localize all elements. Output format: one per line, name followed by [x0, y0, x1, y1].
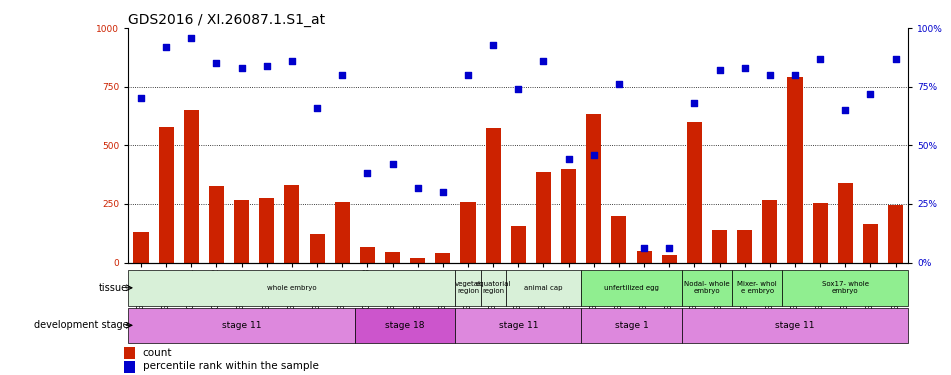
Text: Sox17- whole
embryo: Sox17- whole embryo [822, 281, 869, 294]
Point [535, 58, 551, 64]
Bar [460, 202, 476, 262]
Bar [506, 270, 581, 306]
Text: percentile rank within the sample: percentile rank within the sample [143, 362, 319, 371]
Bar [209, 186, 224, 262]
Point [460, 72, 476, 78]
Bar [124, 361, 135, 372]
Point [662, 246, 677, 252]
Bar [133, 232, 148, 262]
Bar [737, 230, 752, 262]
Bar [812, 203, 827, 262]
Text: stage 11: stage 11 [498, 321, 538, 330]
Text: vegetal
region: vegetal region [455, 281, 481, 294]
Point [687, 100, 702, 106]
Bar [410, 258, 425, 262]
Point [234, 65, 249, 71]
Bar [260, 198, 274, 262]
Point [812, 56, 827, 62]
Bar [359, 247, 375, 262]
Point [133, 96, 148, 102]
Bar [682, 308, 908, 343]
Text: Nodal- whole
embryo: Nodal- whole embryo [684, 281, 729, 294]
Bar [355, 308, 456, 343]
Bar [581, 308, 682, 343]
Bar [511, 226, 526, 262]
Bar [284, 185, 300, 262]
Bar [234, 200, 249, 262]
Text: whole embryo: whole embryo [267, 285, 317, 291]
Text: GDS2016 / XI.26087.1.S1_at: GDS2016 / XI.26087.1.S1_at [128, 13, 325, 27]
Point [486, 42, 501, 48]
Bar [783, 270, 908, 306]
Bar [456, 270, 480, 306]
Text: stage 11: stage 11 [222, 321, 262, 330]
Text: unfertilized egg: unfertilized egg [604, 285, 659, 291]
Bar [480, 270, 506, 306]
Bar [128, 308, 355, 343]
Bar [662, 255, 677, 262]
Bar [838, 183, 853, 262]
Bar [456, 308, 581, 343]
Bar [536, 172, 551, 262]
Text: Mixer- whol
e embryo: Mixer- whol e embryo [737, 281, 777, 294]
Bar [159, 127, 174, 262]
Point [436, 189, 451, 195]
Bar [309, 234, 324, 262]
Point [636, 246, 651, 252]
Bar [581, 270, 682, 306]
Text: equatorial
region: equatorial region [476, 281, 511, 294]
Bar [385, 252, 400, 262]
Text: count: count [143, 348, 172, 358]
Text: stage 1: stage 1 [614, 321, 649, 330]
Bar [561, 169, 576, 262]
Bar [611, 216, 627, 262]
Point [385, 161, 400, 167]
Point [259, 63, 274, 69]
Point [184, 34, 199, 40]
Bar [335, 202, 350, 262]
Bar [787, 77, 803, 262]
Bar [184, 110, 199, 262]
Text: tissue: tissue [99, 283, 128, 293]
Point [335, 72, 350, 78]
Point [787, 72, 803, 78]
Point [561, 156, 576, 162]
Bar [486, 128, 500, 262]
Point [359, 170, 375, 177]
Bar [128, 270, 456, 306]
Text: stage 11: stage 11 [775, 321, 815, 330]
Point [586, 152, 601, 157]
Bar [712, 230, 728, 262]
Bar [436, 253, 451, 262]
Point [309, 105, 324, 111]
Point [712, 68, 728, 74]
Bar [682, 270, 732, 306]
Bar [763, 200, 777, 262]
Point [159, 44, 174, 50]
Bar [636, 251, 651, 262]
Bar [732, 270, 783, 306]
Text: stage 18: stage 18 [385, 321, 425, 330]
Point [863, 91, 878, 97]
Point [737, 65, 752, 71]
Point [209, 60, 224, 66]
Point [410, 184, 425, 190]
Bar [687, 122, 702, 262]
Bar [863, 224, 878, 262]
Point [838, 107, 853, 113]
Point [763, 72, 778, 78]
Point [511, 86, 526, 92]
Point [284, 58, 300, 64]
Bar [586, 114, 601, 262]
Bar [888, 205, 903, 262]
Point [611, 81, 627, 87]
Point [888, 56, 903, 62]
Text: development stage: development stage [33, 320, 128, 330]
Bar [124, 347, 135, 359]
Text: animal cap: animal cap [524, 285, 563, 291]
